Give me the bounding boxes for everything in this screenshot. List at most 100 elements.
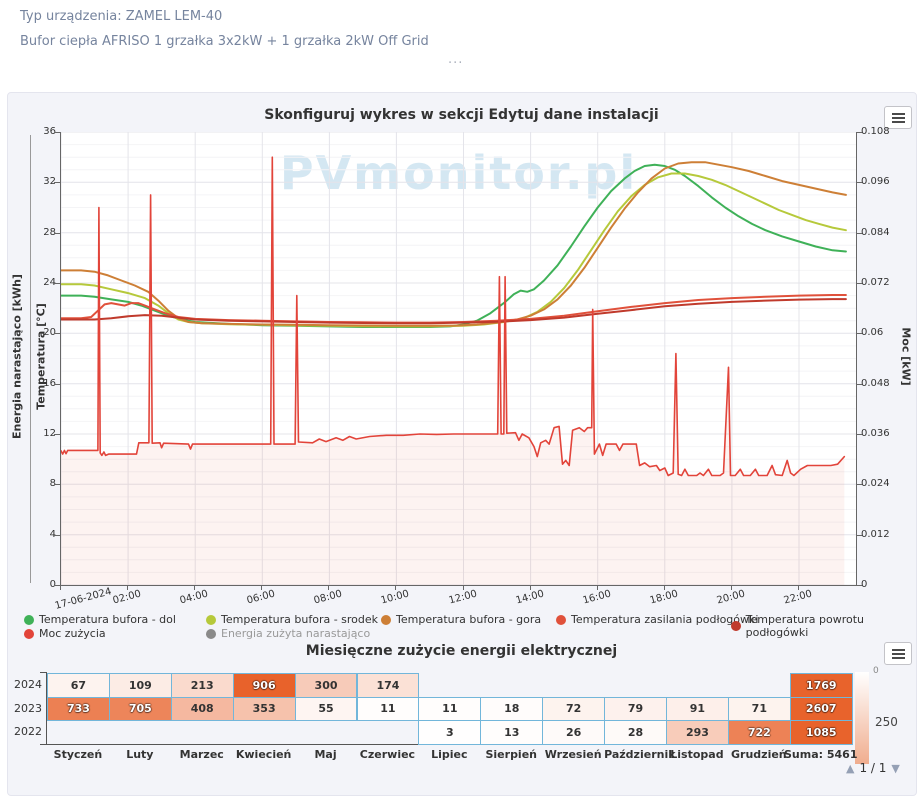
y-right-tick [856, 283, 862, 284]
axis-title-power: Moc [kW] [899, 327, 913, 386]
x-tick [395, 586, 397, 590]
total-sum-label: Suma: 5461 [784, 748, 858, 761]
color-scale-bar [855, 672, 869, 764]
legend-item-4[interactable]: Temperatura powrotu podłogówki [731, 613, 923, 639]
y-left-tick [54, 132, 60, 133]
installation-line: Bufor ciepła AFRISO 1 grzałka 3x2kW + 1 … [20, 34, 429, 49]
y-left-tick-label: 32 [43, 176, 56, 188]
month-cell: 408 [170, 696, 234, 721]
y-right-tick-label: 0.024 [861, 478, 890, 490]
legend-item-6[interactable]: Energia zużyta narastająco [206, 627, 370, 640]
y-left-tick [54, 182, 60, 184]
chart1-series-svg [61, 132, 856, 585]
y-left-tick [54, 333, 60, 335]
x-tick [261, 586, 263, 590]
month-label: Czerwiec [359, 748, 416, 761]
month-label: Marzec [179, 748, 224, 761]
legend-label: Temperatura bufora - dol [39, 613, 176, 626]
year-label: 2024 [14, 678, 42, 691]
axis-title-energy: Energia narastająco [kWh] [10, 274, 24, 439]
y-left-tick [54, 434, 60, 435]
y-right-tick-label: 0.048 [861, 377, 890, 389]
month-label: Luty [126, 748, 154, 761]
month-cell: 71 [727, 696, 791, 721]
month-label: Sierpień [485, 748, 537, 761]
legend-label: Temperatura bufora - srodek [221, 613, 379, 626]
color-scale-mid-label: 250 [875, 715, 898, 729]
month-cell: 733 [47, 696, 110, 721]
y-right-tick [856, 434, 862, 435]
legend-item-0[interactable]: Temperatura bufora - dol [24, 613, 176, 626]
y-right-tick [856, 333, 862, 335]
y-right-tick-label: 0.084 [861, 226, 890, 238]
year-sum-cell: 1085 [789, 720, 853, 745]
table-y-axis [46, 672, 47, 744]
month-cell: 109 [108, 673, 172, 698]
y-left-tick [54, 232, 60, 234]
x-tick [194, 586, 196, 590]
y-left-tick-label: 0 [49, 579, 56, 590]
legend-marker-icon [206, 628, 216, 639]
color-scale-min-label: 0 [873, 666, 879, 676]
legend-marker-icon [24, 614, 34, 625]
month-cell: 91 [666, 696, 729, 721]
legend-marker-icon [556, 614, 566, 625]
separator-dots: ... [448, 52, 464, 67]
y-left-tick [54, 283, 60, 284]
chart1-title: Skonfiguruj wykres w sekcji Edytuj dane … [264, 107, 659, 123]
month-cell: 705 [108, 696, 172, 721]
x-tick [730, 586, 732, 590]
year-label: 2023 [14, 701, 42, 715]
legend-item-1[interactable]: Temperatura bufora - srodek [206, 613, 378, 626]
y-left-tick [54, 383, 60, 385]
x-tick [663, 586, 665, 590]
chart2-menu-button[interactable] [884, 642, 912, 665]
month-cell: 55 [294, 696, 358, 721]
month-label: Październik [604, 748, 676, 761]
legend-label: Temperatura bufora - gora [396, 613, 542, 626]
month-cell: 18 [480, 696, 544, 721]
month-cell: 79 [604, 696, 667, 721]
legend-marker-icon [24, 628, 34, 639]
legend-item-2[interactable]: Temperatura bufora - gora [381, 613, 541, 626]
plot-area[interactable]: PVmonitor.pl [60, 132, 857, 585]
page-prev-arrow[interactable]: ▲ [846, 761, 855, 775]
month-label: Kwiecień [235, 748, 292, 761]
legend-label: Temperatura powrotu podłogówki [745, 613, 865, 639]
y-left-tick-label: 12 [43, 428, 56, 439]
y-left-tick-label: 4 [49, 528, 56, 540]
y-left-tick-label: 16 [43, 377, 56, 389]
chart1-menu-button[interactable] [884, 106, 912, 129]
legend-item-3[interactable]: Temperatura zasilania podłogówki [556, 613, 758, 626]
month-cell: 28 [604, 720, 667, 745]
month-cell: 293 [666, 720, 729, 745]
month-label: Lipiec [431, 748, 468, 761]
month-cell: 3 [418, 720, 482, 745]
device-type-line: Typ urządzenia: ZAMEL LEM-40 [20, 9, 223, 24]
month-cell: 72 [542, 696, 606, 721]
month-label: Maj [314, 748, 337, 761]
month-cell: 174 [356, 673, 420, 698]
chart2-title: Miesięczne zużycie energii elektrycznej [305, 643, 618, 659]
x-tick [328, 586, 330, 590]
month-cell: 11 [418, 696, 482, 721]
x-axis-line [60, 585, 856, 586]
legend-label: Energia zużyta narastająco [221, 627, 371, 640]
page-next-arrow[interactable]: ▼ [891, 761, 900, 775]
axis-title-temperature: Temperatura [°C] [34, 303, 48, 410]
y-left-tick-label: 20 [43, 327, 56, 339]
x-tick [596, 586, 598, 590]
y-right-tick [856, 534, 862, 536]
x-tick [529, 586, 531, 590]
month-label: Wrzesień [544, 748, 602, 761]
month-cell: 906 [232, 673, 296, 698]
y-right-tick-label: 0.036 [861, 428, 890, 439]
y-right-tick [856, 132, 862, 133]
y-left-tick-label: 28 [43, 226, 56, 238]
x-tick [462, 586, 464, 590]
month-cell: 67 [47, 673, 110, 698]
table-axis-tick [40, 672, 47, 673]
page-indicator: 1 / 1 [859, 761, 887, 775]
legend-item-5[interactable]: Moc zużycia [24, 627, 106, 640]
